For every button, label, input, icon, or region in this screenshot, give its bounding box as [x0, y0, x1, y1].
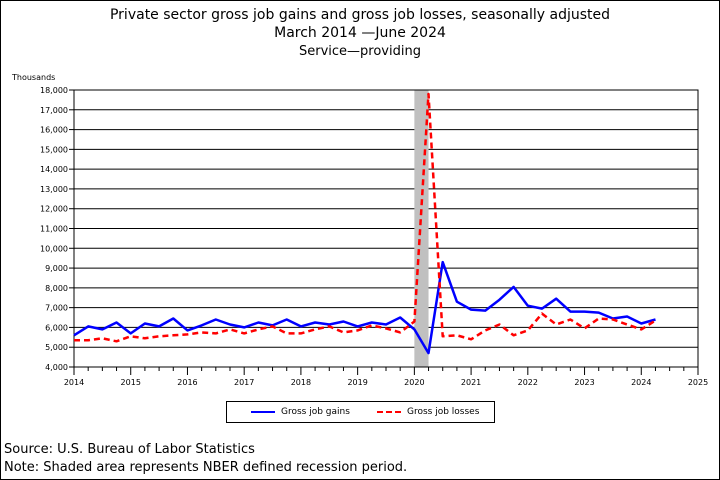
legend-label-gains: Gross job gains	[281, 407, 350, 417]
x-tick-label: 2018	[291, 378, 311, 387]
legend-swatch-losses	[377, 411, 401, 413]
x-tick-label: 2016	[177, 378, 197, 387]
recession-shading	[414, 90, 429, 367]
chart-legend: Gross job gains Gross job losses	[226, 401, 495, 423]
series-line-gross-job-gains	[73, 260, 656, 355]
y-tick-label: 12,000	[40, 205, 68, 214]
x-tick-label: 2019	[347, 378, 367, 387]
y-tick-label: 9,000	[45, 264, 68, 273]
legend-label-losses: Gross job losses	[407, 407, 480, 417]
x-tick-label: 2024	[631, 378, 651, 387]
series-line-gross-job-losses	[74, 92, 657, 343]
chart-title: Private sector gross job gains and gross…	[109, 7, 611, 23]
y-tick-label: 17,000	[40, 106, 68, 115]
y-tick-label: 18,000	[40, 86, 68, 95]
x-tick-label: 2014	[64, 378, 84, 387]
y-tick-label: 16,000	[40, 126, 68, 135]
line-chart: 4,000 5,000 6,000 7,000 8,000 9,000 10,000 11,0…	[11, 73, 708, 387]
y-tick-label: 8,000	[45, 284, 68, 293]
y-tick-label: 6,000	[45, 323, 68, 332]
x-tick-label: 2015	[121, 378, 141, 387]
y-tick-label: 14,000	[40, 165, 68, 174]
x-tick-label: 2022	[518, 378, 538, 387]
y-tick-label: 15,000	[40, 145, 68, 154]
y-tick-label: 10,000	[40, 244, 68, 253]
x-tick-label: 2025	[688, 378, 708, 387]
chart-subtitle-sector: Service—providing	[299, 44, 421, 59]
chart-subtitle-dates: March 2014 —June 2024	[274, 25, 446, 41]
x-tick-label: 2020	[404, 378, 424, 387]
legend-item-gains: Gross job gains	[251, 402, 350, 422]
y-tick-label: 13,000	[40, 185, 68, 194]
y-axis-label: Thousands	[11, 73, 55, 82]
y-tick-label: 11,000	[40, 225, 68, 234]
x-tick-label: 2021	[461, 378, 481, 387]
x-tick-label: 2017	[234, 378, 254, 387]
recession-note: Note: Shaded area represents NBER define…	[4, 460, 408, 475]
x-tick-label: 2023	[574, 378, 594, 387]
y-tick-label: 4,000	[45, 363, 68, 372]
source-note: Source: U.S. Bureau of Labor Statistics	[4, 442, 255, 457]
legend-item-losses: Gross job losses	[377, 402, 479, 422]
legend-swatch-gains	[251, 411, 275, 413]
y-tick-label: 7,000	[45, 304, 68, 313]
y-tick-label: 5,000	[45, 343, 68, 352]
